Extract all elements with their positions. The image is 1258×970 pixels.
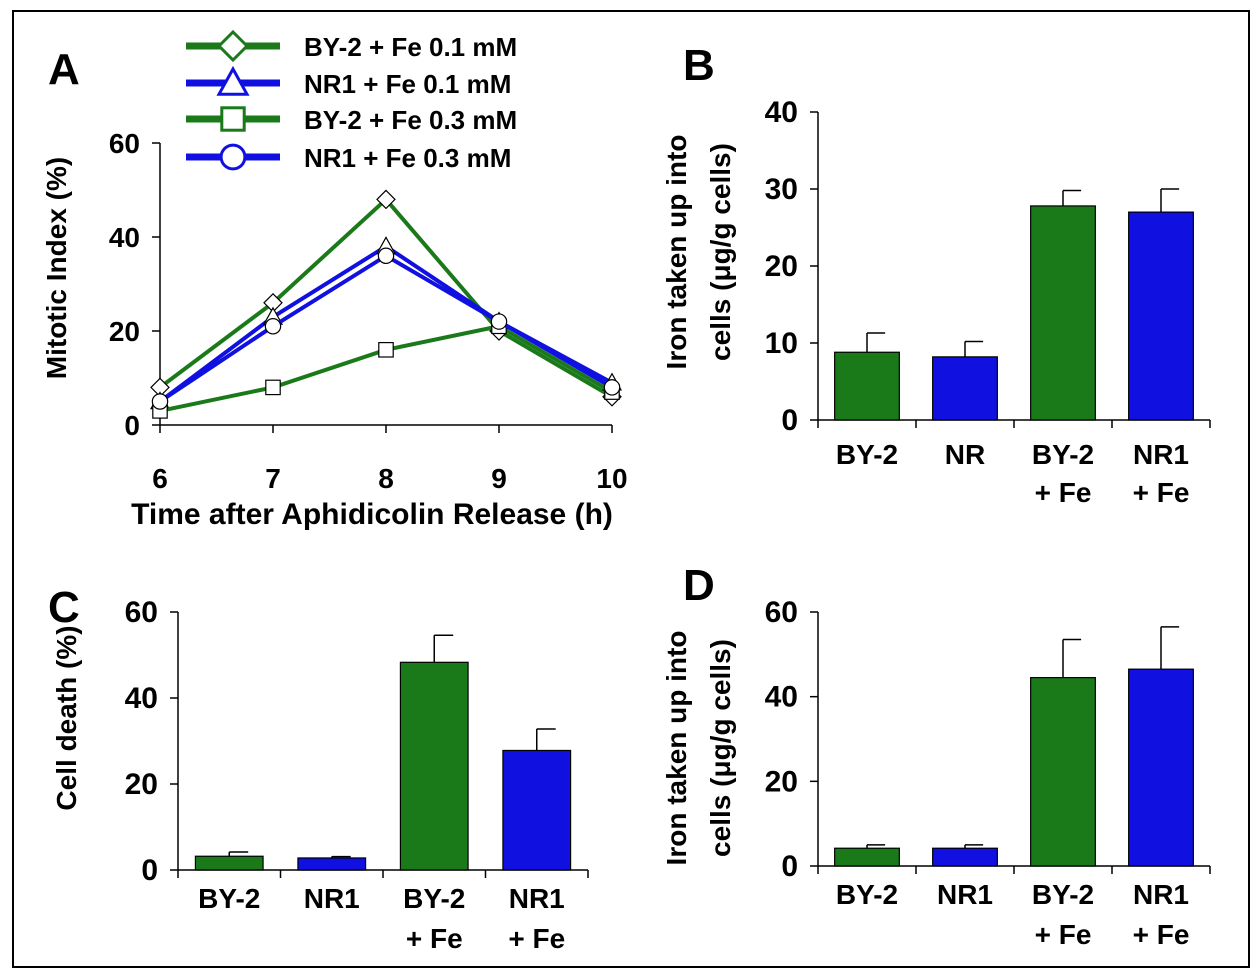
y-tick-label: 0 — [124, 410, 140, 441]
y-axis-title: Mitotic Index (%) — [41, 157, 72, 379]
data-point — [376, 189, 396, 210]
y-tick-label: 20 — [125, 768, 158, 801]
y-tick-label: 60 — [109, 128, 140, 159]
data-point — [151, 393, 169, 410]
panel-letter-a: A — [48, 45, 80, 94]
x-axis-title: Time after Aphidicolin Release (h) — [131, 498, 613, 531]
data-point — [378, 342, 394, 358]
y-tick-label: 0 — [141, 854, 158, 887]
x-category-label: BY-2 — [403, 883, 465, 914]
legend-label: NR1 + Fe 0.3 mM — [304, 143, 511, 173]
bar — [1030, 677, 1096, 867]
y-tick-label: 0 — [781, 850, 798, 883]
x-category-label: NR1 — [1133, 879, 1189, 910]
panel-letter-d: D — [683, 561, 715, 610]
bar — [399, 661, 469, 871]
data-point — [603, 379, 621, 396]
data-point — [265, 379, 281, 396]
x-category-label: NR1 — [937, 879, 993, 910]
x-tick-label: 9 — [491, 463, 507, 494]
bar — [1030, 205, 1096, 421]
y-axis-title: Iron taken up into — [661, 631, 692, 866]
series-line — [158, 253, 614, 404]
y-axis-title-group: Iron taken up into cells (μg/g cells) — [661, 631, 736, 866]
x-category-label: BY-2 — [1032, 879, 1094, 910]
y-tick-label: 40 — [125, 682, 158, 715]
x-category-label: NR — [945, 439, 985, 470]
figure-frame — [12, 10, 1250, 968]
bar — [932, 847, 998, 867]
x-category-label: BY-2 — [198, 883, 260, 914]
legend-marker — [220, 106, 246, 132]
bar — [297, 857, 367, 871]
x-category-label: + Fe — [406, 923, 463, 954]
y-tick-label: 20 — [765, 250, 798, 283]
y-tick-label: 0 — [781, 404, 798, 437]
y-tick-label: 30 — [765, 173, 798, 206]
y-tick-label: 40 — [109, 222, 140, 253]
x-tick-label: 10 — [596, 463, 627, 494]
y-axis-title-group: Iron taken up into cells (μg/g cells) — [661, 135, 736, 370]
bar — [834, 847, 900, 867]
x-category-label: + Fe — [1133, 477, 1190, 508]
data-point — [377, 247, 395, 265]
series-line — [158, 196, 614, 399]
x-category-label: BY-2 — [1032, 439, 1094, 470]
bar — [932, 356, 998, 421]
y-tick-label: 10 — [765, 327, 798, 360]
x-tick-label: 6 — [152, 463, 168, 494]
x-category-label: + Fe — [1133, 919, 1190, 950]
x-tick-label: 8 — [378, 463, 394, 494]
y-axis-title-group: Cell death (%) — [51, 625, 82, 810]
y-tick-label: 40 — [765, 681, 798, 714]
panel-letter-c: C — [48, 583, 80, 632]
x-category-label: + Fe — [1035, 919, 1092, 950]
legend-label: BY-2 + Fe 0.3 mM — [304, 105, 517, 135]
x-category-label: NR1 — [509, 883, 565, 914]
series-line — [158, 244, 613, 404]
x-tick-label: 7 — [265, 463, 281, 494]
legend-label: BY-2 + Fe 0.1 mM — [304, 32, 517, 62]
bar — [1128, 668, 1194, 867]
x-category-label: BY-2 — [836, 879, 898, 910]
y-axis-title: Iron taken up into — [661, 135, 692, 370]
y-axis-title: cells (μg/g cells) — [705, 639, 736, 857]
legend-label: NR1 + Fe 0.1 mM — [304, 69, 511, 99]
data-point — [490, 313, 508, 330]
legend-marker — [219, 143, 247, 171]
x-category-label: + Fe — [1035, 477, 1092, 508]
x-category-label: NR1 — [1133, 439, 1189, 470]
data-point — [264, 318, 282, 335]
y-tick-label: 60 — [765, 596, 798, 629]
bar — [502, 749, 572, 871]
y-tick-label: 20 — [109, 316, 140, 347]
bar — [834, 351, 900, 421]
legend-marker — [216, 65, 250, 96]
y-tick-label: 20 — [765, 765, 798, 798]
y-axis-title: cells (μg/g cells) — [705, 143, 736, 361]
y-tick-label: 60 — [125, 596, 158, 629]
x-category-label: NR1 — [304, 883, 360, 914]
y-axis-title: Cell death (%) — [51, 625, 82, 810]
legend-marker — [216, 29, 250, 63]
bar — [1128, 211, 1194, 421]
x-category-label: BY-2 — [836, 439, 898, 470]
y-tick-label: 40 — [765, 96, 798, 129]
x-category-label: + Fe — [508, 923, 565, 954]
panel-letter-b: B — [683, 41, 715, 90]
bar — [194, 855, 264, 871]
